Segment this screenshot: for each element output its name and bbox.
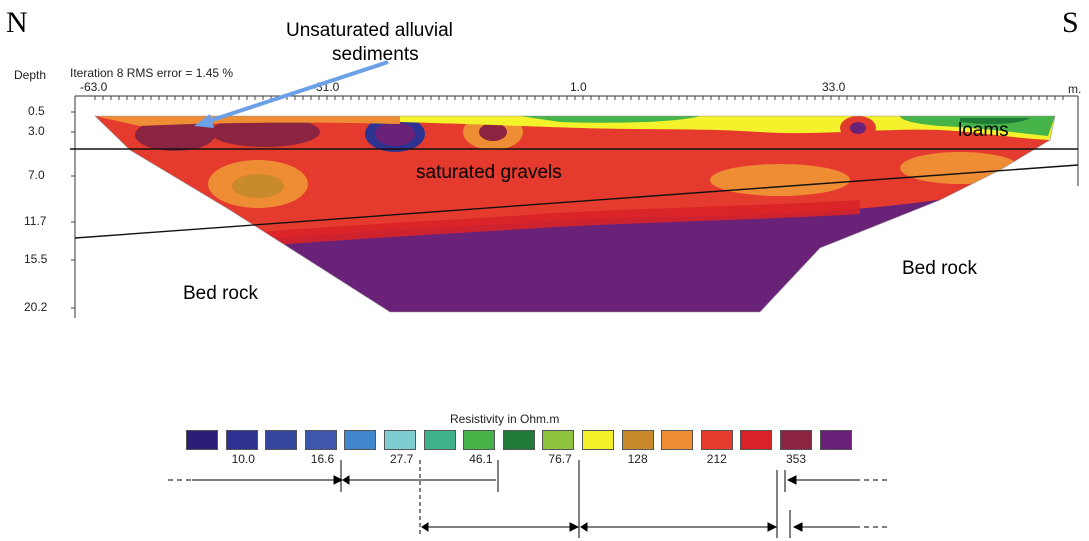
legend-swatch	[423, 430, 456, 450]
iteration-label: Iteration 8 RMS error = 1.45 %	[70, 66, 234, 80]
annotation-loams: loams	[958, 120, 1009, 141]
x-unit-label: m.	[1068, 82, 1082, 96]
legend-swatch	[780, 430, 812, 450]
x-tick-label: 33.0	[822, 80, 846, 94]
annotation-unsaturated-line2: sediments	[332, 44, 419, 65]
legend-value-label: 128	[627, 452, 648, 466]
legend-swatch	[186, 430, 218, 450]
unsaturated-arrow	[199, 60, 389, 126]
bedrock-boundary-line	[74, 164, 1079, 239]
annotation-saturated-gravels: saturated gravels	[416, 162, 562, 183]
depth-tick-label: 11.7	[24, 214, 47, 228]
legend-value-label: 46.1	[469, 452, 493, 466]
legend-value-label: 27.7	[390, 452, 414, 466]
arrow-head	[194, 114, 214, 128]
legend-value-label: 353	[786, 452, 807, 466]
legend-swatch	[700, 430, 733, 450]
annotation-unsaturated-line1: Unsaturated alluvial	[286, 20, 453, 41]
legend-value-label: 10.0	[231, 452, 255, 466]
legend-swatch	[542, 430, 575, 450]
south-label: S	[1062, 6, 1079, 39]
legend-swatch	[502, 430, 535, 450]
annotation-bed-rock-left: Bed rock	[183, 283, 258, 304]
legend-swatch	[304, 430, 337, 450]
depth-label: Depth	[14, 68, 47, 82]
section-outline	[94, 115, 1056, 313]
north-label: N	[6, 6, 28, 39]
x-tick-label: 1.0	[570, 80, 587, 94]
x-axis-ticks	[94, 96, 1064, 100]
depth-tick-label: 15.5	[24, 252, 48, 266]
depth-tick-label: 7.0	[28, 168, 45, 182]
depth-tick-label: 0.5	[28, 104, 45, 118]
legend-swatch	[384, 430, 416, 450]
legend-value-label: 16.6	[310, 452, 335, 466]
legend-swatch	[265, 430, 298, 450]
legend-swatch	[819, 430, 852, 450]
legend-range-arrows	[168, 460, 890, 538]
legend-swatch	[621, 430, 654, 450]
annotation-bed-rock-right: Bed rock	[902, 258, 977, 279]
legend-swatch	[344, 430, 377, 450]
depth-tick-label: 20.2	[24, 300, 48, 314]
depth-axis-ticks	[71, 111, 75, 309]
legend-value-label: 76.7	[548, 452, 572, 466]
depth-tick-label: 3.0	[28, 124, 45, 138]
legend-swatch	[463, 430, 496, 450]
legend-title: Resistivity in Ohm.m	[450, 412, 560, 426]
legend-swatch	[740, 430, 773, 450]
legend-swatch	[582, 430, 614, 450]
legend-value-label: 212	[706, 452, 727, 466]
legend-swatch	[661, 430, 694, 450]
x-tick-label: -63.0	[80, 80, 108, 94]
legend-swatch	[225, 430, 258, 450]
